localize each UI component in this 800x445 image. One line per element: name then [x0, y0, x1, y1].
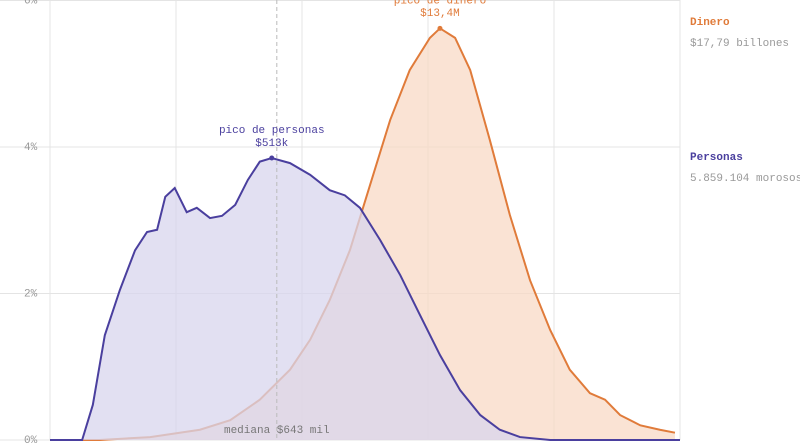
area: [50, 157, 680, 441]
line: [50, 156, 680, 441]
annotation: $13,4M: [420, 8, 460, 20]
legend-subtitle: $17,79 billones: [690, 38, 789, 50]
y-tick-label: 2%: [24, 288, 38, 300]
legend-subtitle: 5.859.104 morosos: [690, 173, 800, 185]
peak-dot: [437, 25, 443, 31]
peak-dot: [269, 155, 275, 161]
y-tick-label: 6%: [24, 0, 38, 7]
annotation: pico de personas: [219, 125, 325, 137]
y-tick-label: 0%: [24, 435, 38, 445]
legend-label: Dinero: [690, 17, 730, 29]
legend-label: Personas: [690, 152, 743, 164]
annotation: $513k: [255, 138, 288, 150]
y-tick-label: 4%: [24, 142, 38, 154]
median-label: mediana $643 mil: [224, 425, 330, 437]
annotation: pico de dinero: [394, 0, 486, 7]
